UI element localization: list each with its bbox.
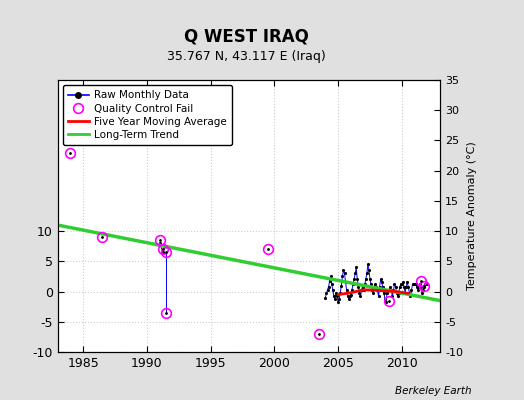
Text: Q WEST IRAQ: Q WEST IRAQ [184, 28, 309, 46]
Y-axis label: Temperature Anomaly (°C): Temperature Anomaly (°C) [467, 142, 477, 290]
Legend: Raw Monthly Data, Quality Control Fail, Five Year Moving Average, Long-Term Tren: Raw Monthly Data, Quality Control Fail, … [63, 85, 232, 145]
Text: 35.767 N, 43.117 E (Iraq): 35.767 N, 43.117 E (Iraq) [167, 50, 325, 63]
Text: Berkeley Earth: Berkeley Earth [395, 386, 472, 396]
